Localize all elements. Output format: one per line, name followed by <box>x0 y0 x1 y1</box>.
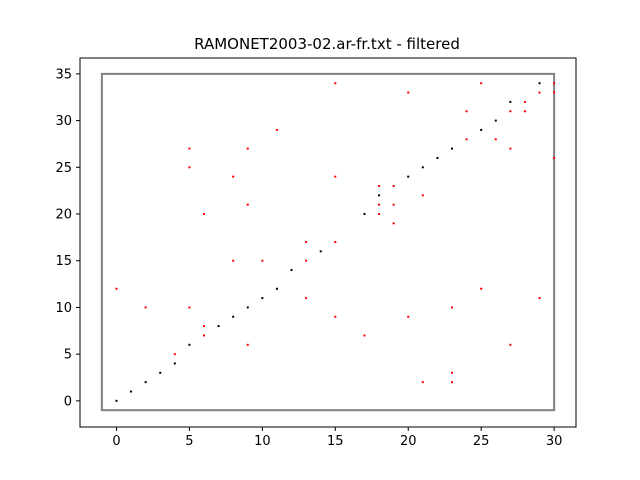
data-point <box>523 110 526 113</box>
data-point <box>305 241 308 244</box>
highlight-box <box>100 72 556 412</box>
data-point <box>232 315 235 318</box>
data-point <box>246 147 249 150</box>
data-point <box>159 371 162 374</box>
data-point <box>494 138 497 141</box>
data-point <box>451 371 453 374</box>
data-point <box>451 306 453 309</box>
data-point <box>115 287 118 290</box>
data-point <box>246 203 249 206</box>
axes: 0 5 10 15 20 25 30 0 5 10 15 20 25 30 35 <box>55 57 577 449</box>
chart-title: RAMONET2003-02.ar-fr.txt - filtered <box>194 35 460 53</box>
data-point <box>465 138 468 141</box>
data-point <box>290 269 293 272</box>
data-point <box>451 381 453 384</box>
y-tick-label: 25 <box>55 161 72 176</box>
data-point <box>392 222 395 225</box>
data-point <box>363 213 366 216</box>
data-point <box>246 306 249 309</box>
data-point <box>407 91 410 94</box>
data-point <box>217 325 220 328</box>
y-tick-label: 5 <box>64 348 72 363</box>
data-point <box>188 306 191 309</box>
data-point <box>261 259 264 262</box>
data-point <box>465 110 468 113</box>
data-point <box>494 119 497 122</box>
data-point <box>275 128 278 131</box>
data-point <box>203 325 205 328</box>
data-point <box>407 315 410 318</box>
data-point <box>378 184 381 187</box>
data-point <box>538 91 541 94</box>
data-point <box>363 334 366 337</box>
data-point <box>144 306 147 309</box>
x-tick-label: 25 <box>473 434 490 449</box>
data-point <box>188 166 191 169</box>
data-point <box>421 166 424 169</box>
data-point <box>378 194 381 197</box>
data-point <box>480 128 483 131</box>
y-tick-label: 35 <box>55 67 72 82</box>
data-point <box>553 91 556 94</box>
x-tick-label: 30 <box>546 434 563 449</box>
data-point <box>538 297 541 300</box>
data-point <box>509 110 512 113</box>
data-point <box>261 297 264 300</box>
data-point <box>378 213 381 216</box>
y-tick-label: 0 <box>64 394 72 409</box>
data-point <box>509 147 512 150</box>
data-point <box>334 241 337 244</box>
data-point <box>319 250 322 253</box>
x-tick-label: 20 <box>400 434 417 449</box>
data-point <box>334 82 337 85</box>
data-point <box>334 315 337 318</box>
data-point <box>130 390 133 393</box>
x-tick-label: 15 <box>327 434 344 449</box>
axes-spines <box>79 57 577 428</box>
data-point <box>378 203 381 206</box>
data-point <box>392 184 395 187</box>
data-point <box>188 147 191 150</box>
data-point <box>275 287 278 290</box>
y-tick-label: 30 <box>55 114 72 129</box>
data-point <box>421 194 424 197</box>
data-point <box>144 381 147 384</box>
data-point <box>523 100 526 103</box>
black-point-series <box>115 82 541 402</box>
data-point <box>173 353 176 356</box>
data-point <box>203 213 205 216</box>
data-point <box>553 82 556 85</box>
data-point <box>436 156 439 159</box>
data-point <box>451 147 453 150</box>
data-point <box>232 259 235 262</box>
data-point <box>509 100 512 103</box>
data-point <box>188 343 191 346</box>
data-point <box>173 362 176 365</box>
data-point <box>480 82 483 85</box>
data-point <box>421 381 424 384</box>
data-point <box>232 175 235 178</box>
data-point <box>305 259 308 262</box>
data-point <box>334 175 337 178</box>
data-point <box>553 156 556 159</box>
data-point <box>392 203 395 206</box>
data-point <box>538 82 541 85</box>
y-tick-label: 20 <box>55 208 72 223</box>
x-tick-label: 10 <box>254 434 271 449</box>
data-point <box>246 343 249 346</box>
data-point <box>203 334 205 337</box>
x-tick-label: 5 <box>185 434 193 449</box>
y-tick-label: 15 <box>55 254 72 269</box>
data-point <box>305 297 308 300</box>
x-tick-label: 0 <box>112 434 120 449</box>
highlight-rectangle <box>100 72 556 412</box>
data-point <box>407 175 410 178</box>
data-point <box>480 287 483 290</box>
y-tick-label: 10 <box>55 301 72 316</box>
data-point <box>115 399 118 402</box>
red-point-series <box>115 82 556 384</box>
data-point <box>509 343 512 346</box>
